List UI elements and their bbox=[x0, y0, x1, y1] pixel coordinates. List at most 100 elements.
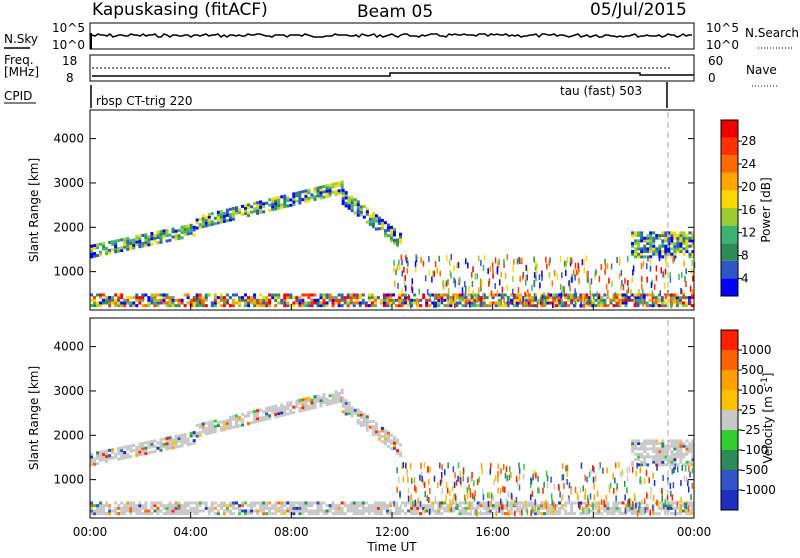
scatter-cell bbox=[344, 399, 348, 403]
scatter-cell bbox=[355, 509, 359, 513]
scatter-cell bbox=[423, 461, 426, 468]
scatter-cell bbox=[615, 506, 619, 510]
scatter-cell bbox=[655, 442, 659, 446]
scatter-cell bbox=[304, 200, 308, 204]
scatter-cell bbox=[679, 244, 683, 248]
scatter-cell bbox=[561, 299, 563, 306]
scatter-cell bbox=[371, 222, 375, 226]
scatter-cell bbox=[105, 457, 109, 461]
scatter-cell bbox=[174, 442, 178, 446]
scatter-cell bbox=[452, 501, 456, 505]
scatter-cell bbox=[678, 301, 682, 305]
scatter-cell bbox=[440, 296, 444, 300]
scatter-cell bbox=[679, 450, 683, 454]
scatter-cell bbox=[688, 252, 692, 256]
scatter-cell bbox=[159, 238, 163, 242]
scatter-cell bbox=[535, 472, 537, 479]
scatter-cell bbox=[250, 509, 254, 513]
scatter-cell bbox=[286, 407, 290, 411]
colorbar-swatch bbox=[721, 470, 738, 490]
scatter-cell bbox=[376, 509, 380, 513]
scatter-cell bbox=[688, 450, 692, 454]
scatter-cell bbox=[631, 466, 634, 473]
scatter-cell bbox=[663, 512, 667, 516]
scatter-cell bbox=[189, 434, 193, 438]
scatter-cell bbox=[325, 397, 329, 401]
scatter-cell bbox=[126, 247, 130, 251]
colorbar-swatch bbox=[721, 120, 738, 138]
scatter-cell bbox=[126, 445, 130, 449]
scatter-cell bbox=[452, 298, 456, 302]
scatter-cell bbox=[241, 298, 244, 302]
scatter-cell bbox=[648, 304, 652, 308]
scatter-cell bbox=[292, 304, 296, 308]
scatter-cell bbox=[482, 301, 486, 305]
scatter-cell bbox=[646, 442, 650, 446]
scatter-cell bbox=[380, 226, 384, 230]
scatter-cell bbox=[561, 304, 565, 308]
scatter-cell bbox=[488, 280, 490, 287]
scatter-cell bbox=[670, 452, 674, 456]
scatter-cell bbox=[228, 426, 232, 430]
scatter-cell bbox=[470, 304, 474, 308]
scatter-cell bbox=[280, 509, 284, 513]
scatter-cell bbox=[168, 436, 172, 440]
scatter-cell bbox=[585, 512, 589, 516]
scatter-cell bbox=[331, 304, 335, 308]
scatter-cell bbox=[174, 445, 178, 449]
scatter-cell bbox=[519, 275, 521, 282]
scatter-cell bbox=[491, 262, 494, 269]
scatter-cell bbox=[301, 301, 305, 305]
scatter-cell bbox=[228, 418, 232, 422]
scatter-cell bbox=[549, 506, 553, 510]
scatter-cell bbox=[153, 239, 157, 243]
scatter-cell bbox=[304, 402, 308, 406]
scatter-cell bbox=[433, 270, 436, 277]
scatter-cell bbox=[295, 404, 299, 408]
scatter-cell bbox=[401, 270, 403, 277]
scatter-cell bbox=[286, 204, 290, 208]
scatter-cell bbox=[643, 497, 646, 504]
scatter-cell bbox=[219, 304, 223, 308]
scatter-cell bbox=[337, 293, 341, 297]
colorbar-tick-label: -1000 bbox=[741, 483, 776, 497]
scatter-cell bbox=[141, 296, 145, 300]
scatter-cell bbox=[301, 198, 305, 202]
scatter-cell bbox=[437, 296, 441, 300]
scatter-cell bbox=[262, 504, 266, 508]
scatter-cell bbox=[138, 239, 142, 243]
scatter-cell bbox=[277, 198, 281, 202]
scatter-cell bbox=[310, 401, 314, 405]
scatter-cell bbox=[404, 293, 408, 297]
scatter-cell bbox=[277, 409, 281, 413]
scatter-cell bbox=[117, 512, 121, 516]
scatter-cell bbox=[643, 442, 647, 446]
scatter-cell bbox=[389, 447, 393, 451]
colorbar-tick-label: 8 bbox=[741, 249, 749, 263]
scatter-cell bbox=[482, 512, 486, 516]
scatter-cell bbox=[673, 247, 677, 251]
scatter-cell bbox=[640, 247, 644, 251]
scatter-cell bbox=[322, 509, 326, 513]
scatter-cell bbox=[304, 400, 308, 404]
scatter-cell bbox=[690, 504, 694, 508]
scatter-cell bbox=[150, 298, 154, 302]
scatter-cell bbox=[201, 430, 205, 434]
scatter-cell bbox=[307, 191, 311, 195]
scatter-cell bbox=[123, 506, 127, 510]
scatter-cell bbox=[144, 293, 148, 297]
scatter-cell bbox=[250, 512, 254, 516]
scatter-cell bbox=[682, 242, 686, 246]
scatter-cell bbox=[328, 394, 332, 398]
scatter-cell bbox=[373, 509, 377, 513]
scatter-cell bbox=[690, 512, 694, 516]
scatter-cell bbox=[352, 293, 356, 297]
scatter-cell bbox=[365, 420, 369, 424]
scatter-cell bbox=[340, 512, 344, 516]
scatter-cell bbox=[393, 230, 397, 234]
scatter-cell bbox=[250, 296, 254, 300]
scatter-cell bbox=[171, 512, 175, 516]
scatter-cell bbox=[576, 269, 579, 276]
scatter-cell bbox=[395, 269, 397, 276]
scatter-cell bbox=[626, 467, 628, 474]
